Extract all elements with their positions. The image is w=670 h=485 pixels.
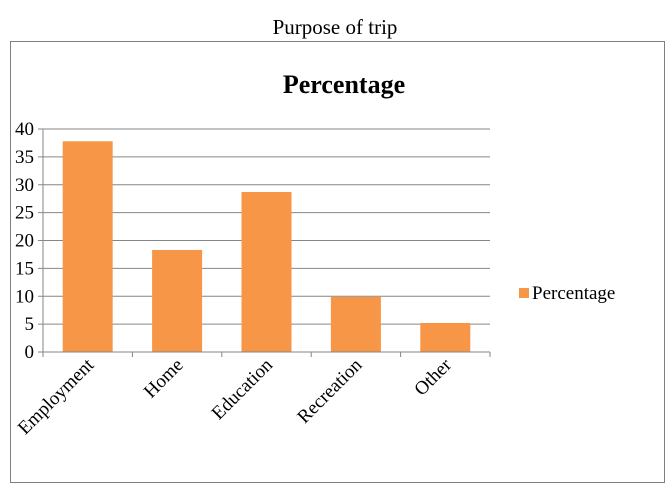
y-tick-label: 25 (15, 203, 34, 224)
bar-employment (62, 141, 113, 352)
legend-swatch (519, 288, 529, 298)
y-tick-label: 15 (15, 258, 34, 279)
y-tick-label: 40 (15, 119, 34, 140)
y-tick-label: 5 (25, 314, 35, 335)
x-axis-category-labels: Employment Home Education Recreation Other (14, 354, 456, 439)
x-tick-label: Other (410, 354, 456, 400)
legend-label: Percentage (532, 283, 615, 304)
axes (42, 129, 490, 353)
x-tick-label: Home (140, 355, 188, 403)
y-tick-label: 30 (15, 175, 34, 196)
bar-home (152, 249, 203, 352)
bar-education (241, 191, 292, 352)
y-tick-label: 10 (15, 286, 34, 307)
y-tick-label: 20 (15, 231, 34, 252)
chart-title: Percentage (283, 70, 405, 99)
legend: Percentage (519, 283, 615, 304)
x-tick-label: Education (208, 354, 278, 424)
y-tick-label: 0 (25, 342, 35, 363)
x-tick-label: Employment (14, 354, 99, 439)
figure-caption: Purpose of trip (272, 15, 398, 39)
y-axis-tick-labels: 0 5 10 15 20 25 30 35 40 (15, 119, 34, 363)
chart-frame (10, 41, 665, 483)
y-tick-label: 35 (15, 147, 34, 168)
bars (62, 141, 471, 352)
bar-recreation (330, 296, 381, 352)
x-tick-label: Recreation (293, 354, 366, 427)
bar-other (420, 323, 471, 352)
